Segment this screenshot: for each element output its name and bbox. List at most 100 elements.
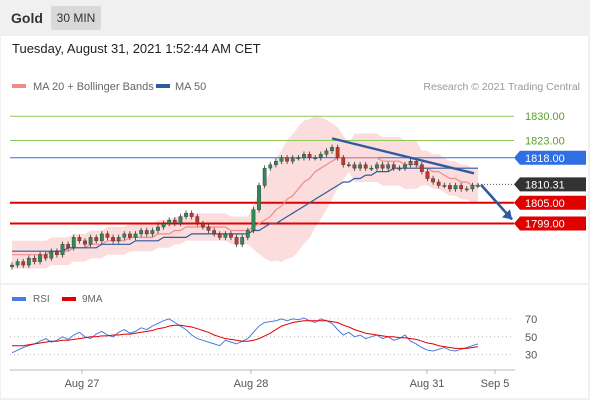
candle-body xyxy=(167,219,172,224)
candle-body xyxy=(66,244,71,248)
candle-body xyxy=(49,251,54,259)
candle-body xyxy=(43,254,48,259)
candle-body xyxy=(397,167,402,170)
candle-body xyxy=(290,157,295,162)
candle-body xyxy=(161,223,166,228)
trendline xyxy=(331,137,475,175)
candle-body xyxy=(94,237,99,242)
candle-body xyxy=(476,185,480,187)
candle-body xyxy=(189,212,194,217)
x-tick-label: Sep 5 xyxy=(481,378,510,390)
level-tag xyxy=(514,195,586,210)
level-label: 1799.00 xyxy=(525,219,565,231)
level-tag xyxy=(514,216,586,231)
candle-body xyxy=(201,223,205,228)
rsi-ma-legend-swatch xyxy=(62,297,76,301)
candle-body xyxy=(139,230,144,235)
candle-body xyxy=(21,261,26,266)
candle-body xyxy=(414,161,419,165)
candle-body xyxy=(386,164,391,169)
candle-body xyxy=(330,147,334,152)
candle-body xyxy=(60,244,65,255)
candle-body xyxy=(26,257,31,266)
x-tick-label: Aug 28 xyxy=(234,378,269,390)
asset-name: Gold xyxy=(11,10,43,26)
rsi-ma-line xyxy=(12,320,479,349)
copyright-text: Research © 2021 Trading Central xyxy=(423,81,580,93)
candle-body xyxy=(88,237,93,245)
candle-body xyxy=(296,157,301,159)
candle-body xyxy=(324,150,329,155)
candle-body xyxy=(403,164,407,169)
candle-body xyxy=(156,226,160,231)
candle-body xyxy=(419,164,424,172)
ma20-legend-label: MA 20 + Bollinger Bands xyxy=(33,81,154,93)
x-tick-label: Aug 31 xyxy=(410,378,445,390)
candle-body xyxy=(122,233,127,238)
candle-body xyxy=(150,230,155,235)
candle-body xyxy=(71,237,76,248)
candle-body xyxy=(10,264,14,268)
candle-body xyxy=(268,164,273,169)
candle-body xyxy=(184,212,188,217)
candle-body xyxy=(178,216,183,224)
candle-body xyxy=(352,164,357,169)
candle-body xyxy=(279,157,284,162)
ma20-legend-swatch xyxy=(12,84,26,88)
candle-body xyxy=(206,226,211,231)
level-tag xyxy=(514,150,586,165)
candle-body xyxy=(431,178,435,183)
ma20-line xyxy=(12,157,478,256)
bollinger-band xyxy=(12,115,478,269)
candle-body xyxy=(105,233,110,238)
candle-body xyxy=(99,233,104,242)
candle-body xyxy=(369,167,374,170)
candle-body xyxy=(212,230,217,235)
candle-body xyxy=(32,257,37,262)
candle-body xyxy=(313,157,318,159)
candle-body xyxy=(240,237,245,245)
candle-body xyxy=(195,216,200,224)
candle-body xyxy=(341,157,346,165)
candle-body xyxy=(408,161,413,165)
candle-body xyxy=(133,233,138,238)
rsi-legend-swatch xyxy=(12,297,26,301)
rsi-tick-label: 50 xyxy=(525,332,537,344)
candle-body xyxy=(335,147,340,158)
rsi-line xyxy=(11,317,479,354)
candle-body xyxy=(111,237,115,242)
candle-body xyxy=(245,230,250,238)
x-tick-label: Aug 27 xyxy=(65,378,100,390)
rsi-tick-label: 30 xyxy=(525,350,537,362)
timestamp: Tuesday, August 31, 2021 1:52:44 AM CET xyxy=(12,41,261,56)
candle-body xyxy=(346,164,351,166)
top-bar: Gold 30 MIN xyxy=(0,0,590,36)
candle-body xyxy=(375,164,379,169)
level-label: 1818.00 xyxy=(525,153,565,165)
candle-body xyxy=(453,185,458,190)
last-price-tag xyxy=(514,177,586,192)
candle-body xyxy=(436,181,441,186)
candle-body xyxy=(77,237,82,242)
candle-body xyxy=(217,233,222,238)
candle-body xyxy=(464,188,469,191)
projection-arrow-head xyxy=(502,209,512,220)
candle-body xyxy=(363,164,368,169)
candle-body xyxy=(380,164,385,169)
candle-body xyxy=(262,167,267,186)
candle-body xyxy=(38,254,42,262)
candle-body xyxy=(83,240,87,245)
candle-body xyxy=(307,154,312,158)
candle-body xyxy=(391,164,396,169)
rsi-tick-label: 70 xyxy=(525,314,537,326)
candle-body xyxy=(285,157,289,162)
candle-body xyxy=(273,161,278,165)
level-label: 1805.00 xyxy=(525,198,565,210)
level-label: 1823.00 xyxy=(525,135,565,147)
candle-body xyxy=(251,209,256,231)
timeframe-button[interactable]: 30 MIN xyxy=(51,6,101,30)
candle-body xyxy=(459,185,464,190)
ma50-legend-swatch xyxy=(156,84,170,88)
candle-body xyxy=(15,261,20,266)
